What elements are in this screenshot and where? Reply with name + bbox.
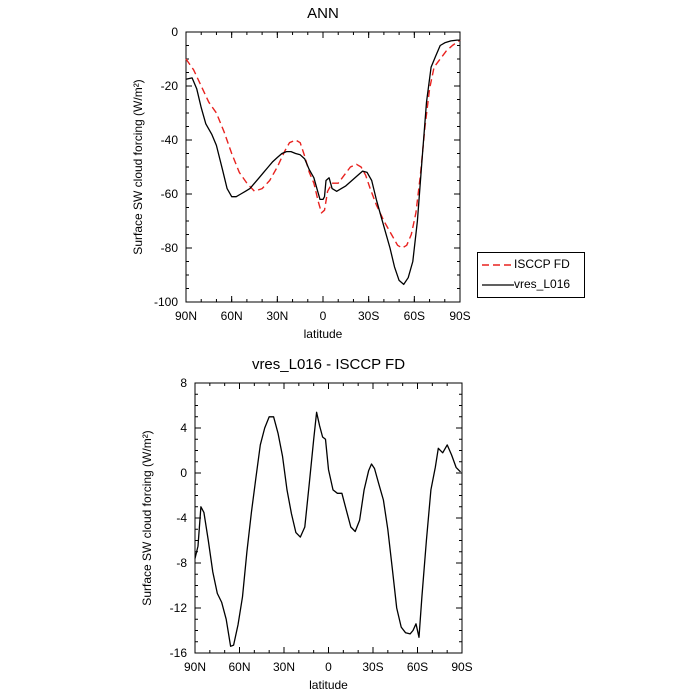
chart1-y-tick-label: -12 — [170, 601, 188, 615]
chart0-plot-frame — [185, 31, 461, 303]
chart1-y-tick-label: -4 — [176, 511, 187, 525]
legend: ISCCP FD vres_L016 — [477, 252, 585, 298]
top-chart-panel: ANN 90N 60N 30N 0 30S 60S 90S 0 -20 -40 -60 -80 -100 l… — [131, 5, 471, 341]
chart1-y-tick-label: 4 — [180, 421, 187, 435]
chart1-y-tick-label: 0 — [180, 466, 187, 480]
chart1-title: vres_L016 - ISCCP FD — [252, 356, 405, 373]
chart1-x-tick-label: 90N — [184, 660, 206, 674]
chart1-x-tick-label: 30S — [362, 660, 383, 674]
chart0-x-tick-label: 90N — [175, 309, 197, 323]
chart1-x-tick-label: 30N — [273, 660, 295, 674]
chart1-x-tick-label: 60N — [228, 660, 250, 674]
chart0-y-tick-label: -100 — [154, 295, 178, 309]
legend-entry-vres: vres_L016 — [478, 275, 584, 295]
chart0-series-line-1 — [185, 39, 460, 286]
legend-entry-isccp: ISCCP FD — [478, 255, 584, 275]
chart0-y-tick-label: -80 — [161, 241, 179, 255]
legend-swatch-isccp — [482, 264, 514, 266]
chart0-series-line-0 — [185, 39, 461, 249]
chart0-y-tick-label: -60 — [161, 187, 179, 201]
chart1-y-axis-label: Surface SW cloud forcing (W/m²) — [140, 430, 154, 605]
chart0-x-tick-label: 60N — [221, 309, 243, 323]
chart0-x-tick-label: 30S — [358, 309, 379, 323]
chart1-y-tick-label: -8 — [176, 556, 187, 570]
legend-label-isccp: ISCCP FD — [514, 257, 570, 271]
chart0-y-tick-label: -20 — [161, 79, 179, 93]
chart1-x-axis-label: latitude — [309, 678, 348, 692]
chart0-x-tick-label: 60S — [404, 309, 425, 323]
chart0-x-axis-label: latitude — [304, 327, 343, 341]
chart1-plot-frame — [194, 382, 463, 654]
chart0-title: ANN — [307, 5, 339, 22]
chart1-x-tick-label: 0 — [325, 660, 332, 674]
chart1-y-tick-label: -16 — [170, 646, 188, 660]
chart0-x-tick-label: 30N — [266, 309, 288, 323]
chart1-series-line-0 — [194, 411, 461, 647]
chart1-x-tick-label: 90S — [451, 660, 472, 674]
bottom-chart-panel: vres_L016 - ISCCP FD 90N 60N 30N 0 30S 60S 90S 8… — [140, 356, 473, 692]
chart1-y-tick-label: 8 — [180, 376, 187, 390]
chart1-x-tick-label: 60S — [407, 660, 428, 674]
legend-label-vres: vres_L016 — [514, 277, 571, 291]
chart0-y-axis-label: Surface SW cloud forcing (W/m²) — [131, 79, 145, 254]
chart0-x-tick-label: 90S — [449, 309, 470, 323]
chart0-y-tick-label: -40 — [161, 133, 179, 147]
chart0-x-tick-label: 0 — [320, 309, 327, 323]
legend-swatch-vres — [482, 284, 514, 286]
chart0-y-tick-label: 0 — [171, 25, 178, 39]
